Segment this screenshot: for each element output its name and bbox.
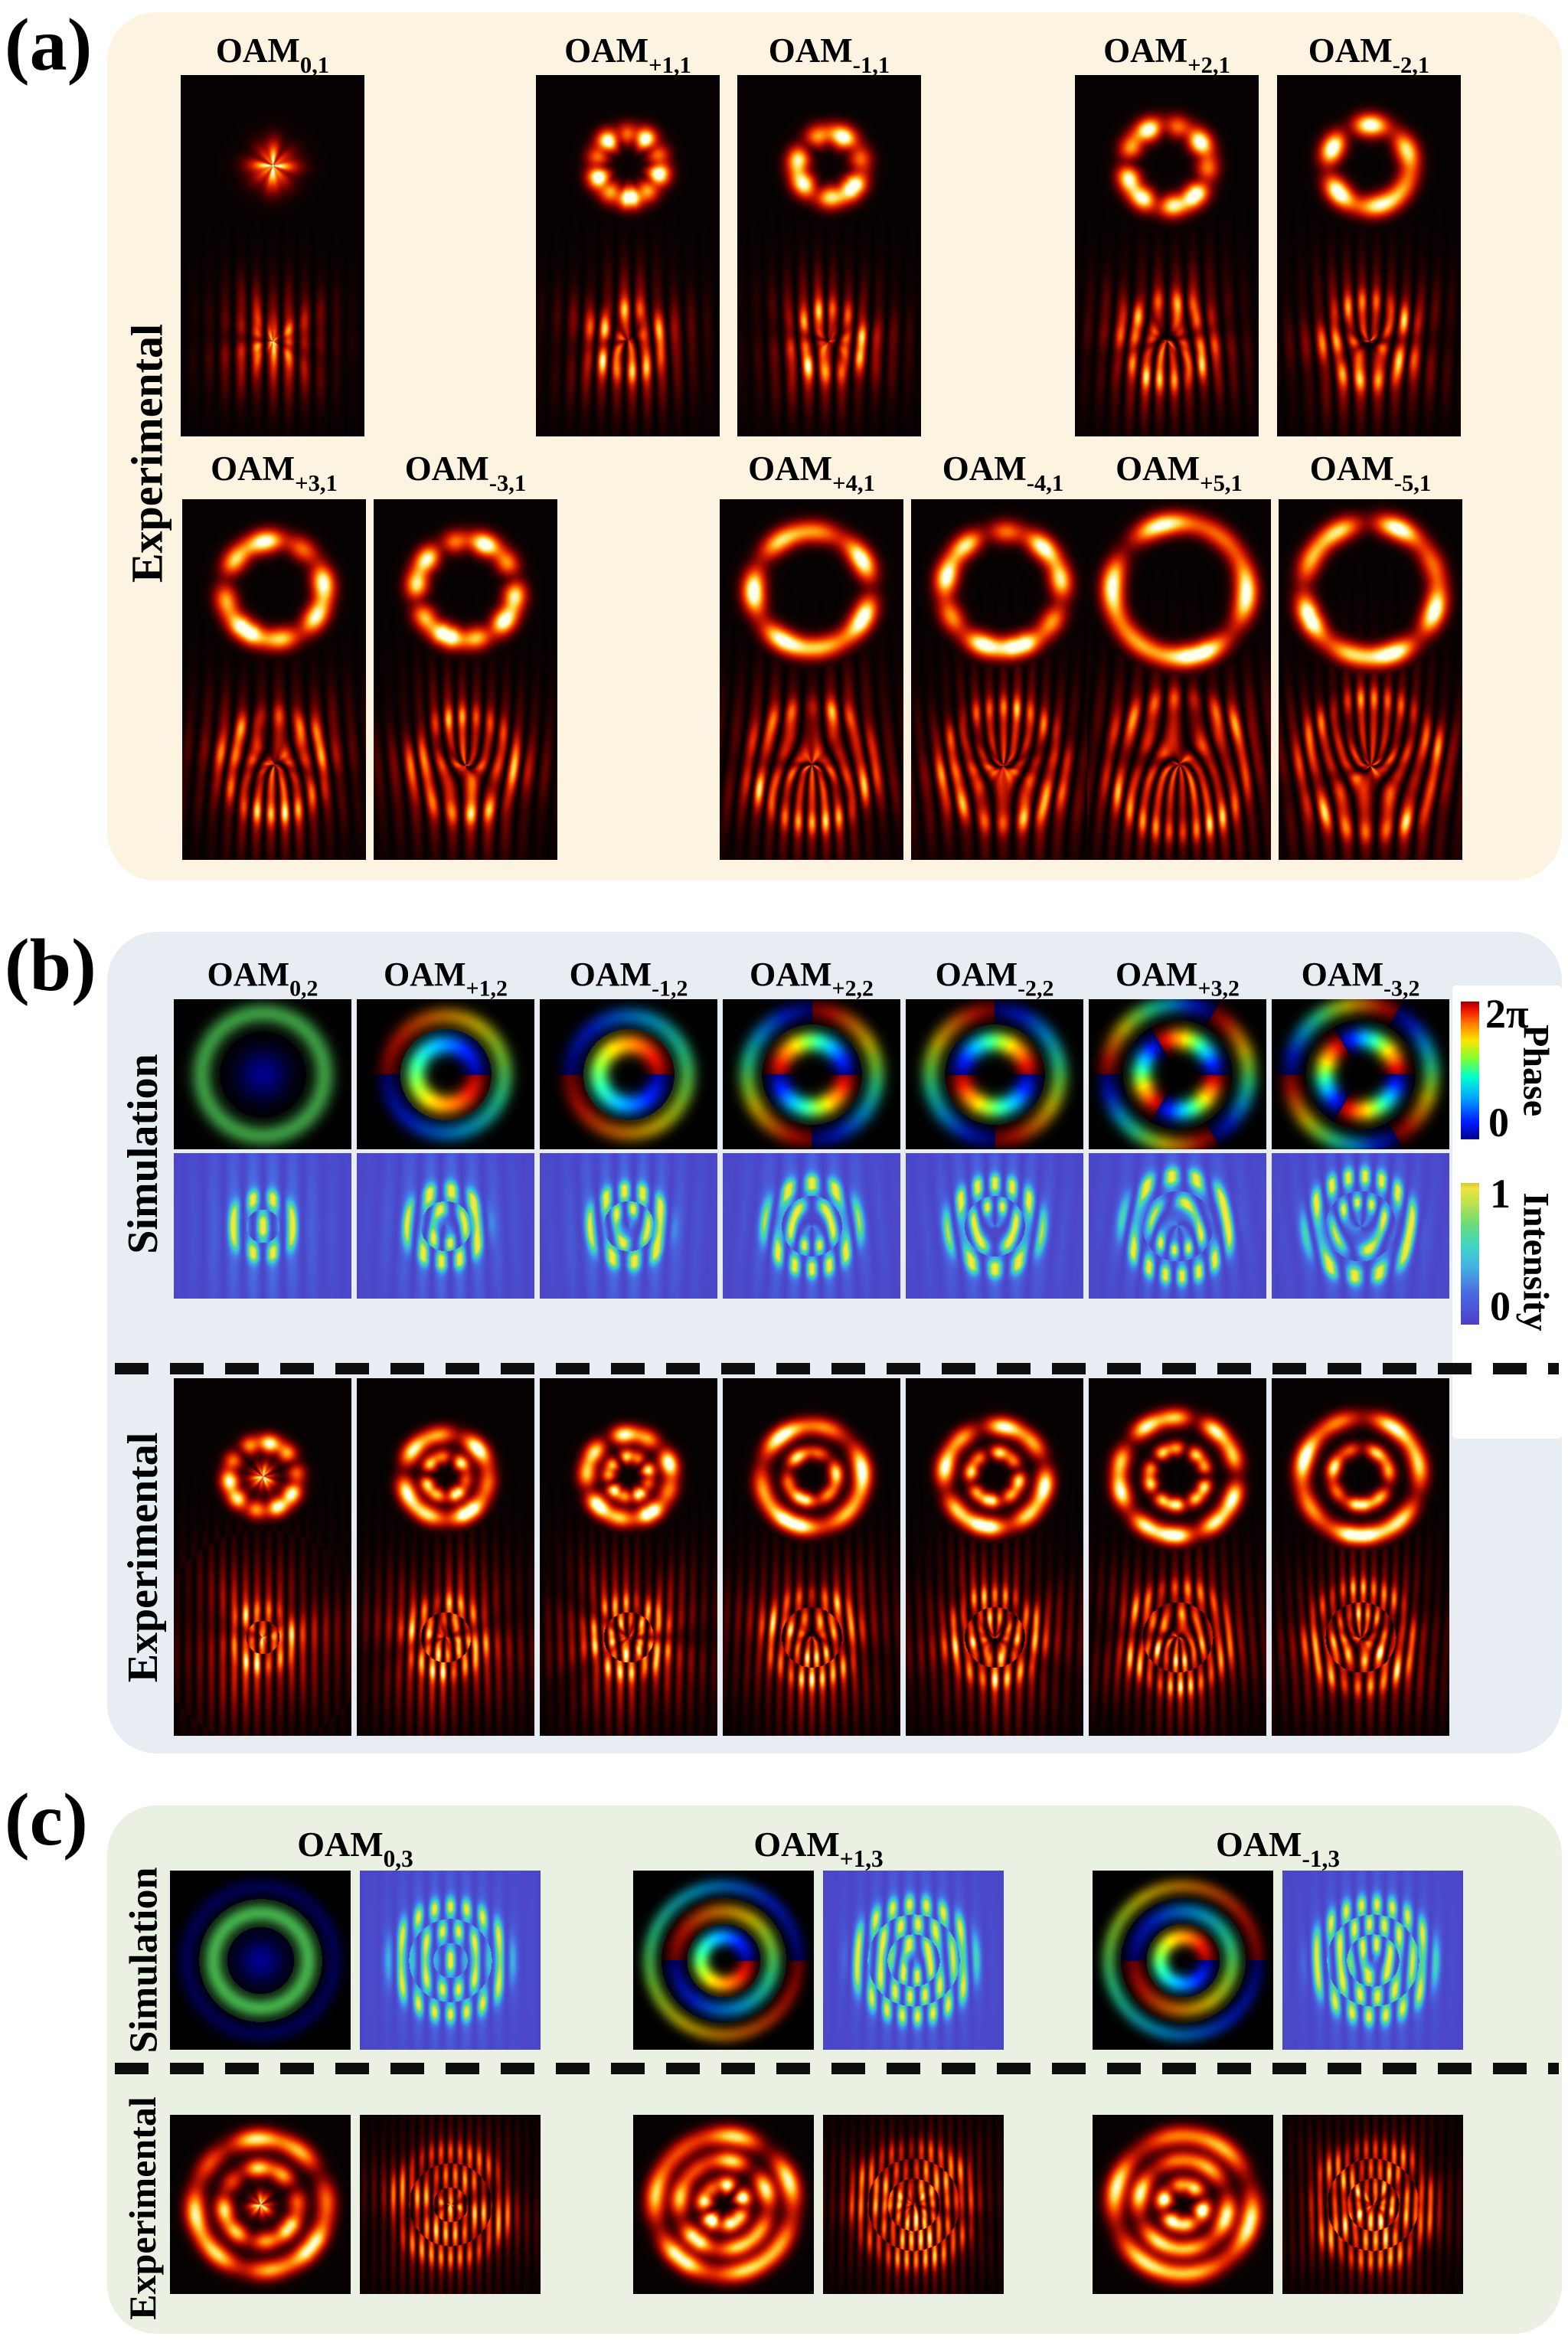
panel-b-simulation-vs-experimental: Simulation Experimental OAM0,2 OAM+1,2 O…: [107, 932, 1562, 1753]
simulated-intensity-tile: [723, 1153, 900, 1299]
simulated-phase-tile: [723, 999, 900, 1149]
oam-label: OAM+1,3: [753, 1825, 884, 1873]
experimental-beam-tile: [911, 499, 1095, 860]
simulated-intensity-tile: [540, 1153, 717, 1299]
panel-b-exp-label: Experimental: [119, 1432, 167, 1683]
intensity-colorbar-min: 0: [1490, 1283, 1511, 1329]
experimental-beam-tile: [540, 1378, 717, 1736]
simulated-intensity-tile: [357, 1153, 534, 1299]
oam-label: OAM+2,1: [1103, 31, 1230, 78]
oam-label: OAM-3,1: [404, 449, 527, 496]
oam-label: OAM-2,1: [1308, 31, 1430, 78]
oam-label: OAM+2,2: [750, 956, 874, 1002]
oam-label: OAM-3,2: [1301, 956, 1420, 1002]
oam-label: OAM+3,1: [211, 449, 338, 496]
panel-b-sim-label: Simulation: [119, 1054, 167, 1254]
oam-label: OAM+1,1: [564, 31, 691, 78]
experimental-mode-tile: [170, 2115, 351, 2294]
oam-label: OAM-4,1: [942, 449, 1064, 496]
oam-label: OAM-5,1: [1309, 449, 1432, 496]
experimental-beam-tile: [374, 499, 557, 860]
experimental-beam-tile: [536, 75, 720, 436]
simulated-phase-tile: [174, 999, 351, 1149]
panel-c-letter: (c): [5, 1779, 88, 1861]
panel-c-sim-label: Simulation: [122, 1867, 166, 2054]
panel-c-simulation-vs-experimental: Simulation Experimental OAM0,3 OAM+1,3 O…: [107, 1805, 1562, 2334]
oam-label: OAM-1,1: [768, 31, 890, 78]
experimental-interference-tile: [1282, 2115, 1463, 2294]
simulated-phase-tile: [1089, 999, 1266, 1149]
experimental-mode-tile: [1093, 2115, 1273, 2294]
phase-colorbar: [1461, 1002, 1479, 1139]
simulated-intensity-tile: [174, 1153, 351, 1299]
oam-label: OAM+1,2: [384, 956, 508, 1002]
panel-c-exp-label: Experimental: [121, 2096, 164, 2320]
oam-label: OAM0,3: [297, 1825, 413, 1873]
oam-label: OAM-2,2: [935, 956, 1054, 1002]
experimental-beam-tile: [1277, 75, 1461, 436]
panel-b-letter: (b): [5, 924, 96, 1007]
sim-exp-divider-dashed-line: [115, 1363, 1559, 1374]
oam-label: OAM-1,2: [569, 956, 688, 1002]
simulated-phase-tile: [1272, 999, 1449, 1149]
experimental-beam-tile: [1089, 1378, 1266, 1736]
experimental-beam-tile: [181, 75, 364, 436]
intensity-colorbar: [1461, 1183, 1479, 1325]
simulated-phase-tile: [357, 999, 534, 1149]
oam-label: OAM0,1: [215, 31, 330, 78]
oam-label: OAM+5,1: [1116, 449, 1243, 496]
experimental-beam-tile: [720, 499, 903, 860]
panel-a-row-label: Experimental: [122, 323, 172, 583]
experimental-beam-tile: [906, 1378, 1083, 1736]
simulated-phase-tile: [170, 1871, 351, 2050]
simulated-intensity-tile: [1089, 1153, 1266, 1299]
experimental-beam-tile: [357, 1378, 534, 1736]
panel-a-experimental: Experimental OAM0,1 OAM+1,1 OAM-1,1 OAM+…: [107, 12, 1562, 881]
simulated-phase-tile: [633, 1871, 814, 2050]
oam-label: OAM0,2: [207, 956, 318, 1002]
simulated-intensity-tile: [360, 1871, 541, 2050]
oam-label: OAM+4,1: [748, 449, 875, 496]
experimental-beam-tile: [1075, 75, 1259, 436]
intensity-colorbar-max: 1: [1490, 1171, 1511, 1217]
experimental-interference-tile: [823, 2115, 1004, 2294]
simulated-phase-tile: [906, 999, 1083, 1149]
experimental-mode-tile: [633, 2115, 814, 2294]
simulated-phase-tile: [540, 999, 717, 1149]
simulated-intensity-tile: [1282, 1871, 1463, 2050]
experimental-beam-tile: [174, 1378, 351, 1736]
simulated-intensity-tile: [1272, 1153, 1449, 1299]
experimental-beam-tile: [1279, 499, 1462, 860]
panel-a-letter: (a): [5, 4, 93, 87]
experimental-interference-tile: [360, 2115, 541, 2294]
simulated-intensity-tile: [823, 1871, 1004, 2050]
experimental-beam-tile: [737, 75, 921, 436]
simulated-intensity-tile: [906, 1153, 1083, 1299]
phase-colorbar-title: Phase: [1515, 1024, 1557, 1116]
phase-colorbar-max: 2π: [1485, 991, 1529, 1037]
experimental-beam-tile: [182, 499, 366, 860]
oam-label: OAM+3,2: [1116, 956, 1240, 1002]
experimental-beam-tile: [1272, 1378, 1449, 1736]
experimental-beam-tile: [1087, 499, 1271, 860]
intensity-colorbar-title: Intensity: [1515, 1192, 1557, 1332]
simulated-phase-tile: [1093, 1871, 1273, 2050]
phase-colorbar-min: 0: [1488, 1100, 1509, 1145]
sim-exp-divider-dashed-line: [115, 2063, 1559, 2074]
experimental-beam-tile: [723, 1378, 900, 1736]
oam-label: OAM-1,3: [1216, 1825, 1340, 1873]
